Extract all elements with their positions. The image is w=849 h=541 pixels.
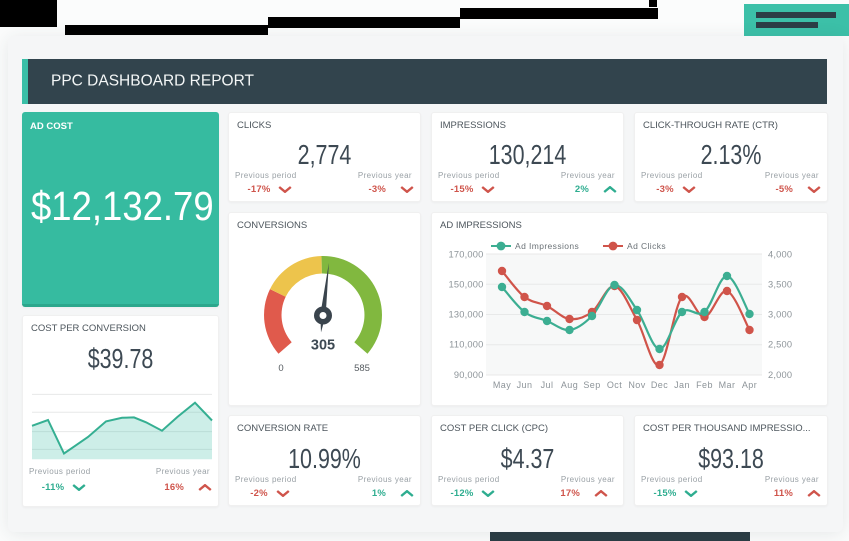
svg-text:Ad Impressions: Ad Impressions: [515, 241, 579, 251]
svg-text:Nov: Nov: [628, 380, 645, 390]
svg-text:Jan: Jan: [674, 380, 690, 390]
svg-text:Sep: Sep: [583, 380, 600, 390]
svg-text:2,000: 2,000: [768, 370, 792, 380]
svg-text:May: May: [493, 380, 511, 390]
svg-text:Oct: Oct: [607, 380, 622, 390]
svg-text:2,500: 2,500: [768, 340, 792, 350]
svg-text:Dec: Dec: [651, 380, 668, 390]
svg-text:Jun: Jun: [517, 380, 533, 390]
svg-text:3,500: 3,500: [768, 280, 792, 290]
svg-text:3,000: 3,000: [768, 310, 792, 320]
svg-text:Apr: Apr: [742, 380, 757, 390]
svg-text:Aug: Aug: [561, 380, 578, 390]
svg-text:Ad Clicks: Ad Clicks: [627, 241, 666, 251]
svg-text:110,000: 110,000: [449, 340, 483, 350]
svg-text:Mar: Mar: [719, 380, 736, 390]
svg-text:Feb: Feb: [696, 380, 713, 390]
svg-text:150,000: 150,000: [448, 280, 483, 290]
svg-text:90,000: 90,000: [454, 370, 484, 380]
svg-text:4,000: 4,000: [768, 250, 792, 260]
svg-text:305: 305: [311, 338, 335, 354]
svg-text:170,000: 170,000: [448, 250, 483, 260]
svg-text:0: 0: [278, 363, 283, 374]
svg-text:585: 585: [354, 363, 370, 374]
svg-text:Jul: Jul: [541, 380, 554, 390]
svg-text:130,000: 130,000: [448, 310, 483, 320]
